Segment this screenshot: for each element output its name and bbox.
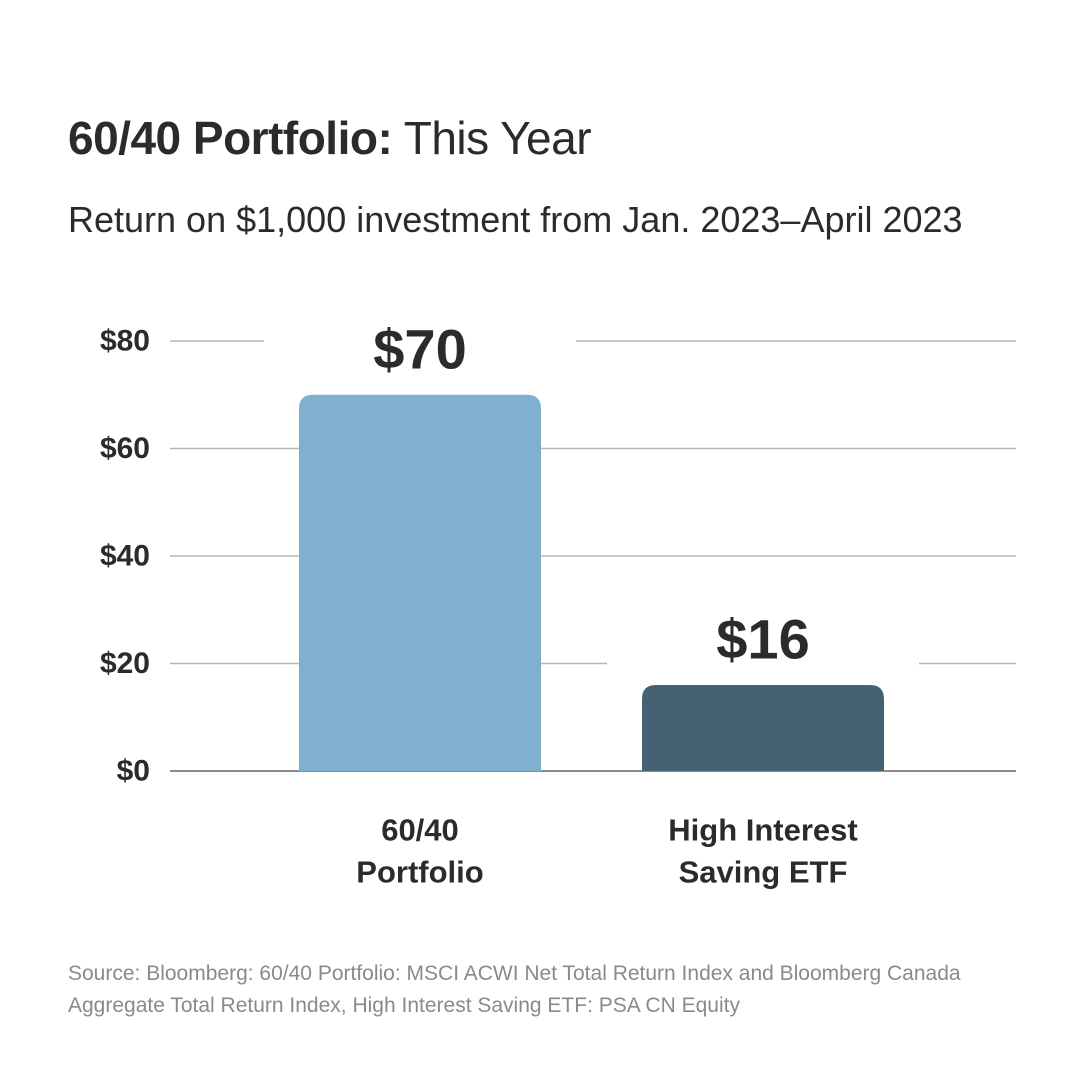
y-tick-label: $60 [100,432,150,465]
data-label-backing [607,603,919,675]
x-category-label: 60/40 [381,813,459,848]
y-tick-label: $0 [117,755,150,788]
x-category-label: High Interest [668,813,857,848]
chart-title-light: This Year [403,112,592,164]
y-tick-label: $40 [100,540,150,573]
bar-1 [642,685,884,771]
source-note: Source: Bloomberg: 60/40 Portfolio: MSCI… [68,962,961,1017]
x-category-label: Portfolio [356,855,483,890]
y-tick-label: $20 [100,647,150,680]
chart-subtitle: Return on $1,000 investment from Jan. 20… [68,199,963,240]
x-category-label: Saving ETF [679,855,848,890]
chart-title: 60/40 Portfolio: This Year [68,108,592,168]
data-label: $16 [716,608,809,671]
data-label-backing [264,312,576,385]
bar-0 [299,394,541,771]
data-label: $70 [373,317,466,380]
chart-title-bold: 60/40 Portfolio: [68,112,393,164]
y-tick-label: $80 [100,325,150,358]
